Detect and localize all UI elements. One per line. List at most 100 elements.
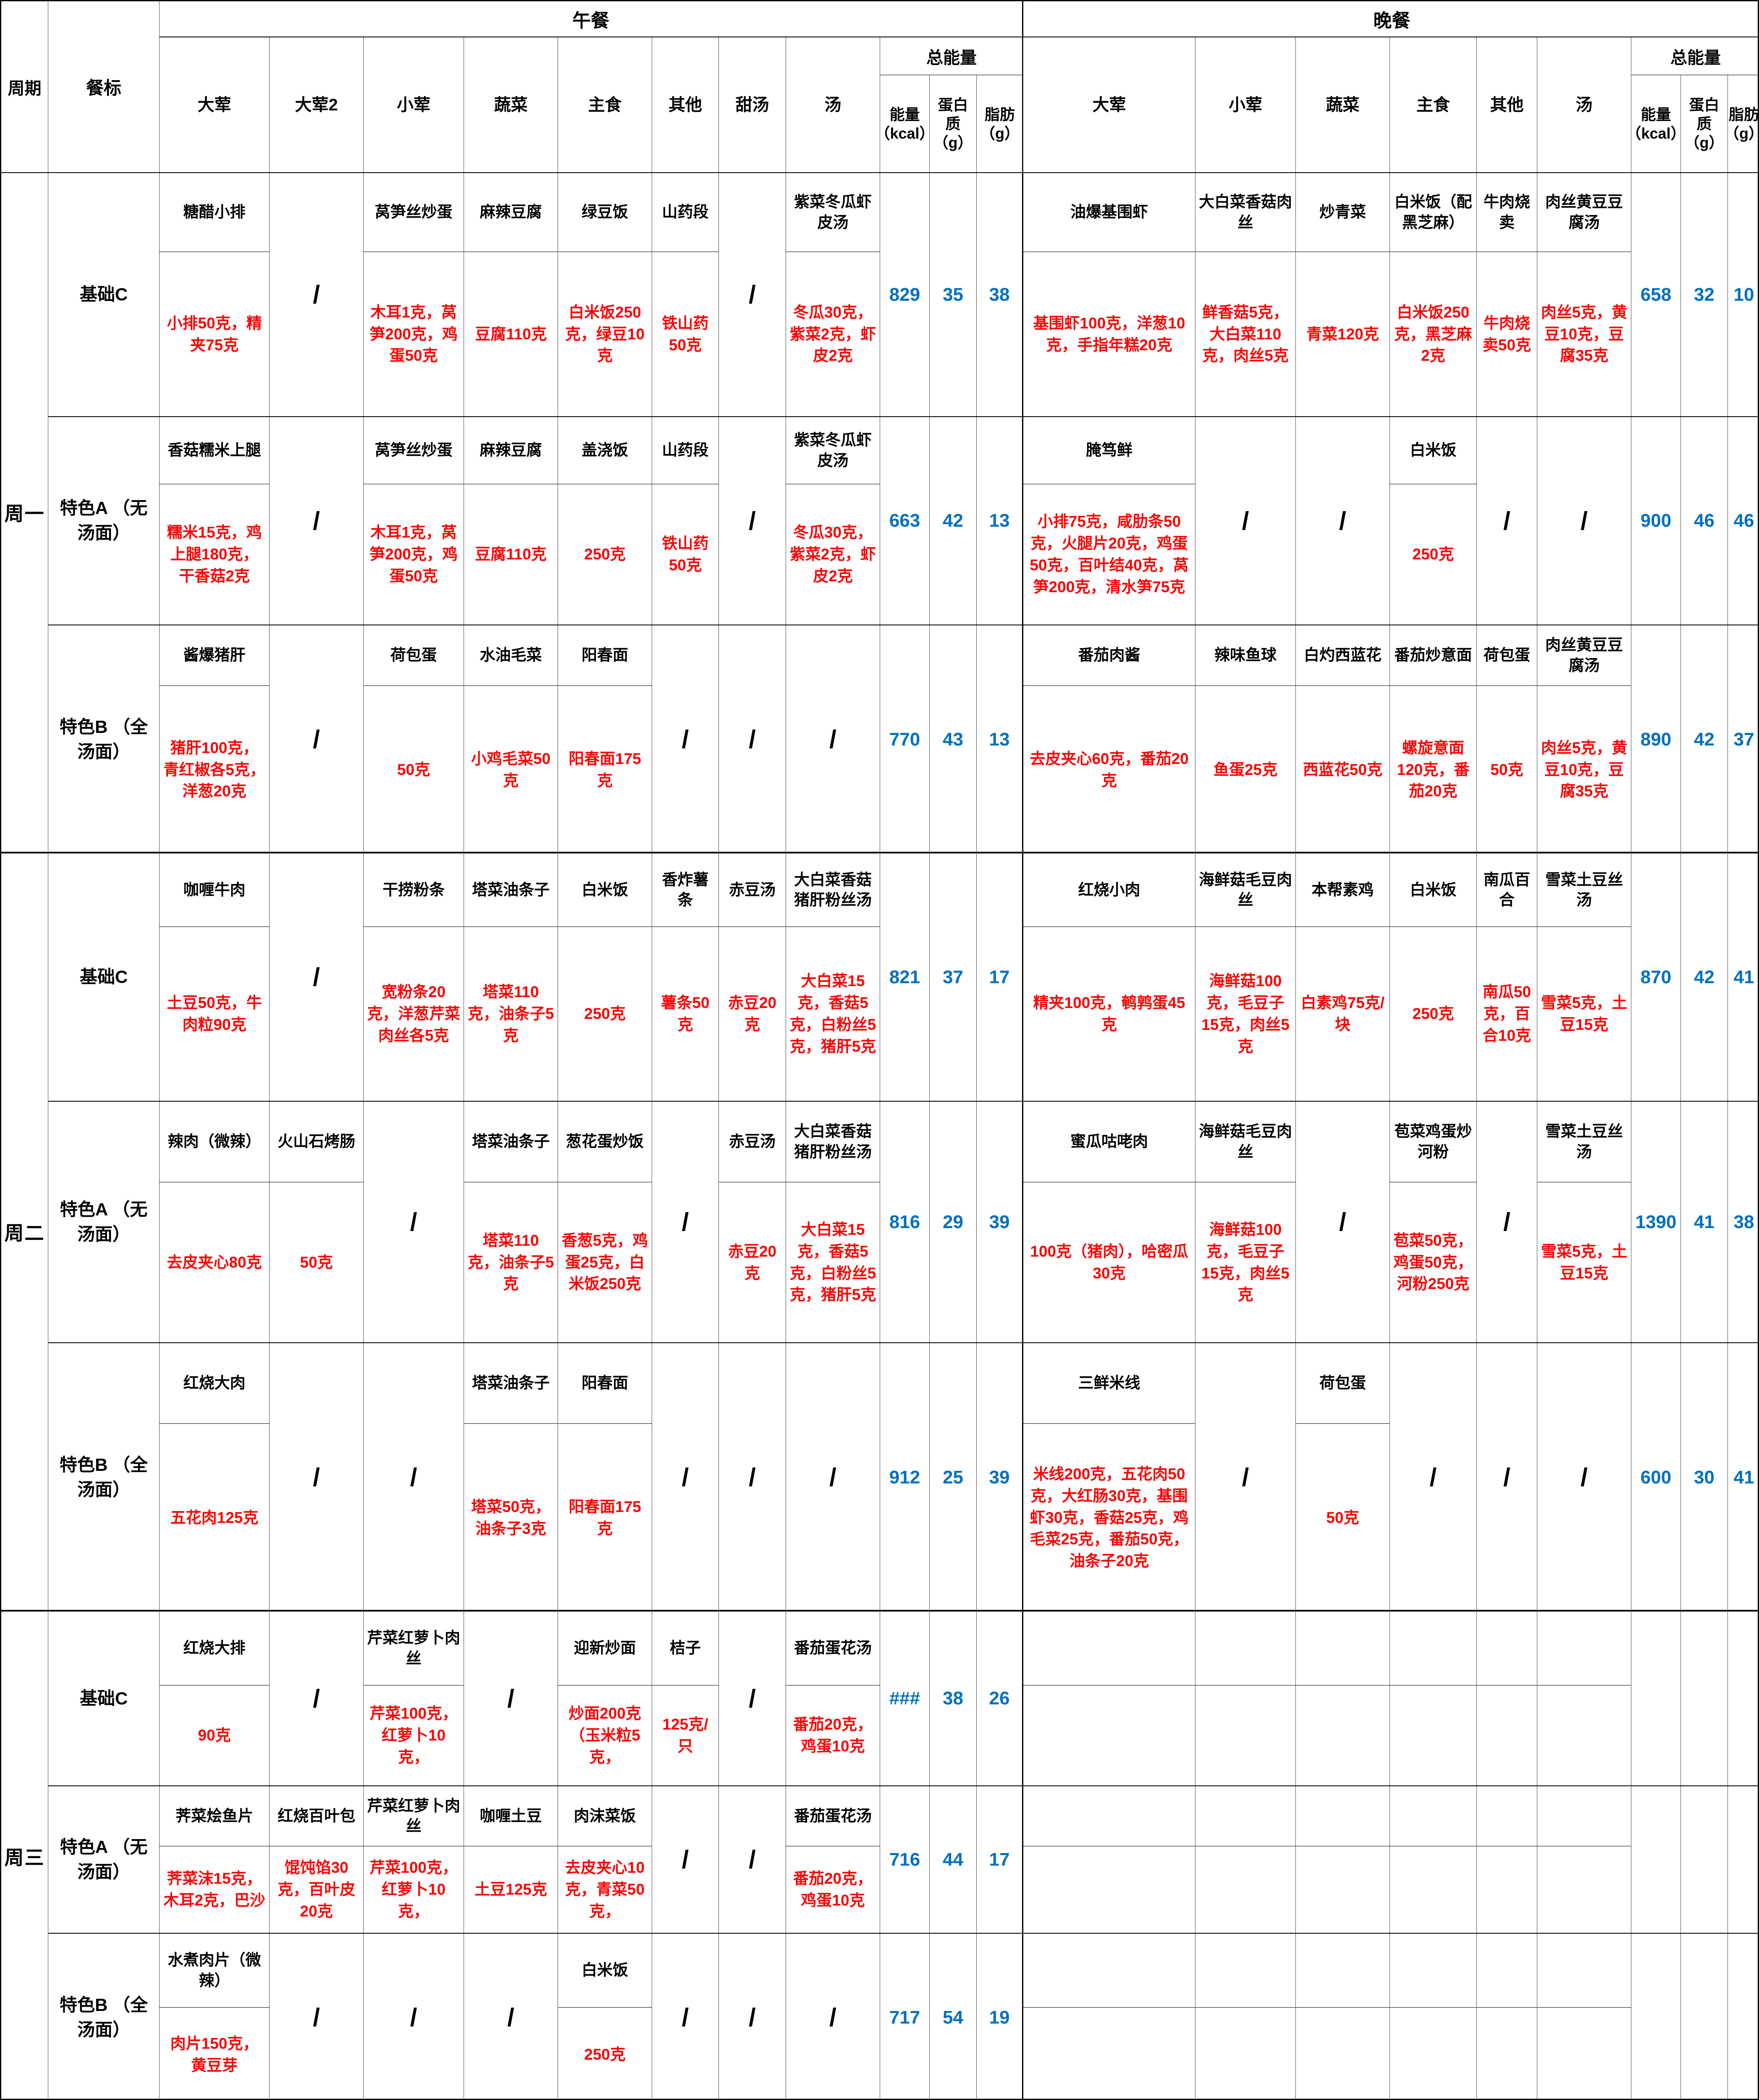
fat-total: 41: [1728, 1343, 1759, 1612]
dinner-section-label: 晚餐: [1023, 1, 1759, 37]
dish-cell: 番茄炒意面螺旋意面120克，番茄20克: [1390, 625, 1477, 853]
dish-cell: [1023, 1934, 1195, 2100]
dish-name: [1390, 1934, 1476, 2008]
column-header: 蔬菜: [1296, 37, 1390, 172]
total-energy-label: 总能量: [1631, 37, 1759, 75]
fat-total: 38: [1728, 1102, 1759, 1342]
dish-ingredients: [1390, 1846, 1476, 1933]
empty-slash-cell: /: [364, 1934, 464, 2100]
dish-cell: 山药段 铁山药50克: [652, 417, 719, 625]
dish-ingredients: 木耳1克，莴笋200克，鸡蛋50克: [370, 303, 458, 365]
dish-name: 阳春面: [558, 1343, 652, 1424]
dish-ingredients: [1390, 2008, 1476, 2100]
dish-name: [1023, 1934, 1195, 2008]
protein-total: 32: [1681, 173, 1728, 416]
dish-cell: [1537, 1786, 1631, 1933]
meal-standard-column-header: 餐标: [48, 1, 160, 172]
dish-name: [1296, 1612, 1389, 1685]
dish-ingredients: 馄饨馅30克，百叶皮20克: [278, 1859, 355, 1920]
dish-name: 塔菜油条子: [464, 1343, 558, 1424]
dish-cell: 白米饭（配黑芝麻） 白米饭250克，黑芝麻2克: [1390, 173, 1477, 416]
dish-ingredients: 芹菜100克，红萝卜10克，: [370, 1859, 458, 1920]
dish-cell: 赤豆汤 赤豆20克: [719, 853, 786, 1101]
fat-total: 17: [977, 853, 1023, 1101]
dish-name: 三鲜米线: [1023, 1343, 1195, 1424]
week-block: 周一 基础C 糖醋小排 小排50克，精夹75克 / 莴笋丝炒蛋 木耳1克，莴笋200克，鸡蛋…: [1, 173, 1758, 853]
dish-ingredients: 南瓜50克，百合10克: [1482, 983, 1531, 1044]
dish-ingredients: 雪菜5克，土豆15克: [1541, 1242, 1628, 1282]
lunch-section-label: 午餐: [160, 1, 1022, 37]
total-energy-subheaders: 能量（kcal）蛋白质（g）脂肪（g）: [880, 75, 1023, 172]
empty-slash-cell: /: [270, 1343, 364, 1612]
energy-total: 716: [880, 1786, 930, 1933]
week-rows: 基础C 红烧大排 90克 / 芹菜红萝卜肉丝 芹菜100克，红萝卜10克， / 迎新炒面 炒面2…: [48, 1612, 1758, 2100]
dish-name: [1195, 1934, 1295, 2008]
dish-ingredients: 薯条50克: [661, 994, 710, 1033]
energy-total: 821: [880, 853, 930, 1101]
dish-name: 白米饭: [1390, 853, 1476, 927]
dish-cell: [1477, 1612, 1537, 1785]
slash-placeholder: /: [313, 1463, 320, 1491]
dish-cell: 塔菜油条子 塔菜110克，油条子5克: [464, 853, 558, 1101]
dish-cell: 咖喱牛肉 土豆50克，牛肉粒90克: [160, 853, 270, 1101]
dish-ingredients: 豆腐110克: [475, 546, 547, 563]
dish-cell: [1537, 1934, 1631, 2100]
dish-name: 番茄炒意面: [1390, 625, 1476, 686]
dish-name: [1195, 1786, 1295, 1846]
empty-slash-cell: /: [270, 853, 364, 1101]
dish-name: [1537, 1934, 1631, 2008]
dish-name: [1296, 1786, 1389, 1846]
dish-cell: 苞菜鸡蛋炒河粉 苞菜50克，鸡蛋50克，河粉250克: [1390, 1102, 1477, 1342]
dish-name: 红烧小肉: [1023, 853, 1195, 927]
fat-total: [1728, 1786, 1759, 1933]
week-block: 周二 基础C 咖喱牛肉 土豆50克，牛肉粒90克 / 干捞粉条 宽粉条20克，洋葱芹菜肉丝各…: [1, 853, 1758, 1612]
dish-name: 荷包蛋: [364, 625, 464, 686]
dish-name: 红烧百叶包: [270, 1786, 363, 1846]
dish-cell: 牛肉烧卖 牛肉烧卖50克: [1477, 173, 1537, 416]
protein-header: 蛋白质（g）: [1681, 75, 1728, 172]
dish-cell: 蜜瓜咕咾肉 100克（猪肉），哈密瓜30克: [1023, 1102, 1195, 1342]
fat-header: 脂肪（g）: [977, 75, 1023, 172]
dish-name: 咖喱牛肉: [160, 853, 269, 927]
dish-cell: 咖喱土豆 土豆125克: [464, 1786, 558, 1933]
meal-row: 基础C 糖醋小排 小排50克，精夹75克 / 莴笋丝炒蛋 木耳1克，莴笋200克，鸡蛋50…: [48, 173, 1758, 417]
dish-name: 苞菜鸡蛋炒河粉: [1390, 1102, 1476, 1182]
dish-cell: [1296, 1934, 1390, 2100]
dish-cell: 糖醋小排 小排50克，精夹75克: [160, 173, 270, 416]
dish-name: [1537, 1786, 1631, 1846]
dish-name: 雪菜土豆丝汤: [1537, 853, 1631, 927]
empty-slash-cell: /: [786, 1934, 880, 2100]
dish-cell: 赤豆汤 赤豆20克: [719, 1102, 786, 1342]
dish-name: 香菇糯米上腿: [160, 417, 269, 484]
dish-name: 炒青菜: [1296, 173, 1389, 252]
dish-ingredients: 螺旋意面120克，番茄20克: [1397, 739, 1470, 800]
dish-cell: 肉沫菜饭 去皮夹心10克，青菜50克，: [558, 1786, 652, 1933]
dish-ingredients: 鱼蛋25克: [1213, 761, 1278, 778]
empty-slash-cell: /: [1390, 1343, 1477, 1612]
meal-row: 特色B （全汤面） 水煮肉片（微辣） 肉片150克，黄豆芽 / / / 白米饭 250克 / / /…: [48, 1934, 1758, 2100]
dish-cell: 荷包蛋 50克: [364, 625, 464, 853]
fat-total: 46: [1728, 417, 1759, 625]
empty-slash-cell: /: [364, 1102, 464, 1342]
dish-cell: 三鲜米线 米线200克，五花肉50克，大红肠30克，基围虾30克，香菇25克，鸡毛…: [1023, 1343, 1195, 1612]
dish-name: 辣味鱼球: [1195, 625, 1295, 686]
dish-name: 芹菜红萝卜肉丝: [364, 1786, 464, 1846]
dish-ingredients: 宽粉条20克，洋葱芹菜肉丝各5克: [367, 983, 460, 1044]
dish-ingredients: 阳春面175克: [569, 750, 641, 789]
slash-placeholder: /: [1581, 507, 1588, 535]
empty-slash-cell: /: [270, 1612, 364, 1785]
column-header: 大荤: [160, 37, 270, 172]
dish-cell: 火山石烤肠 50克: [270, 1102, 364, 1342]
fat-total: 13: [977, 625, 1023, 853]
empty-slash-cell: /: [719, 1934, 786, 2100]
dish-name: 腌笃鲜: [1023, 417, 1195, 484]
dish-ingredients: 基围虾100克，洋葱10克，手指年糕20克: [1033, 314, 1185, 354]
empty-slash-cell: /: [364, 1343, 464, 1612]
meal-type-label: 基础C: [48, 853, 160, 1101]
dish-cell: [1195, 1786, 1296, 1933]
dish-cell: 紫菜冬瓜虾皮汤 冬瓜30克，紫菜2克，虾皮2克: [786, 173, 880, 416]
column-header: 小荤: [364, 37, 464, 172]
dish-cell: 番茄蛋花汤 番茄20克，鸡蛋10克: [786, 1786, 880, 1933]
fat-total: [1728, 1934, 1759, 2100]
